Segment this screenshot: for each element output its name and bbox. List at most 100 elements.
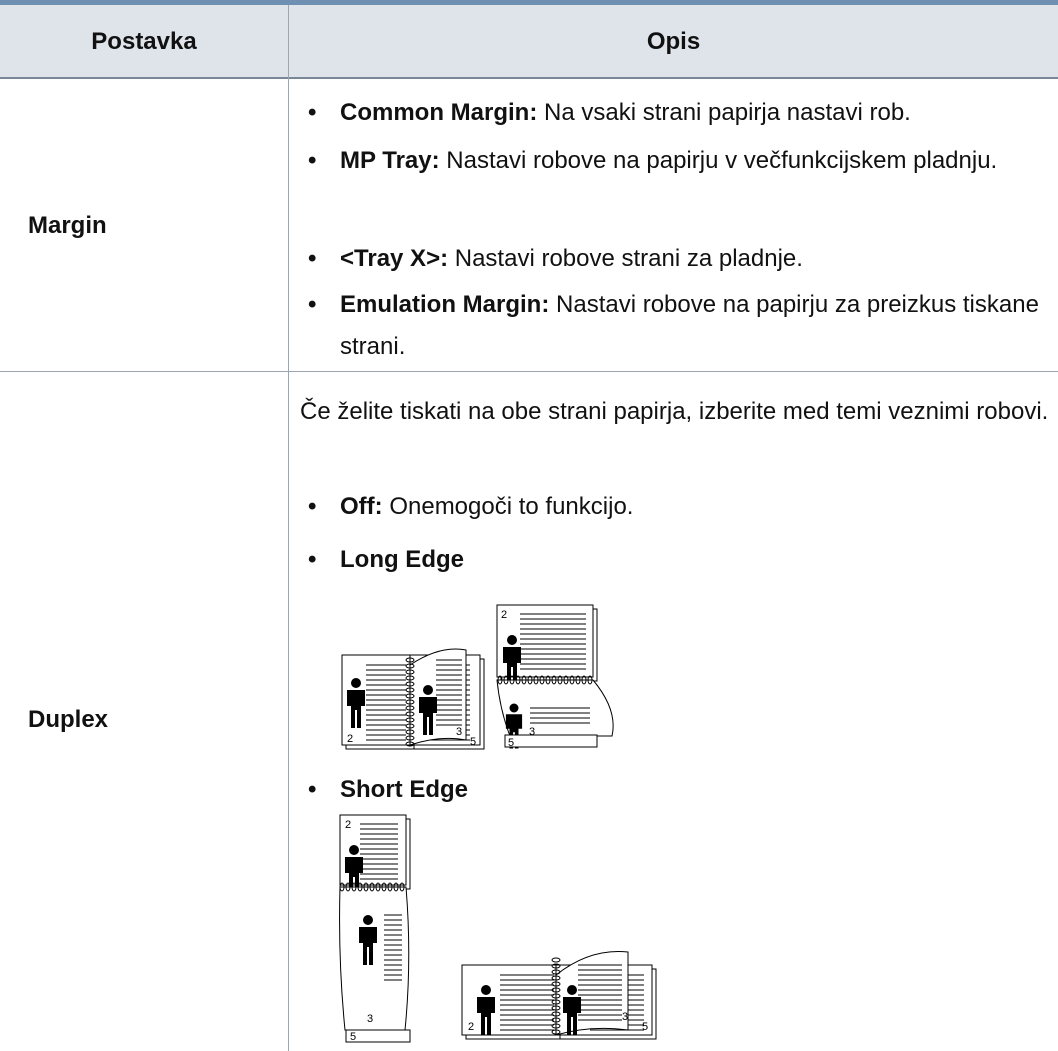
page-number: 2 (468, 1021, 474, 1033)
binding-coil (405, 669, 415, 675)
figure-body (563, 997, 581, 1035)
binding-coil (551, 1011, 561, 1017)
binding-coil (551, 1005, 561, 1011)
bullet: • (308, 245, 317, 272)
item-term: Off: (340, 493, 383, 520)
binding-coil (393, 882, 399, 892)
item-text: Nastavi robove na papirju za preizkus ti… (340, 291, 1039, 360)
figure-head (507, 635, 517, 645)
binding-coil (375, 882, 381, 892)
bullet: • (308, 546, 317, 573)
binding-coil (587, 675, 593, 685)
binding-coil (381, 882, 387, 892)
header-rule (0, 77, 1058, 79)
figure-head (481, 985, 491, 995)
page-number: 5 (642, 1021, 648, 1033)
bullet-item: Long Edge (340, 539, 1052, 581)
binding-coil (557, 675, 563, 685)
page-number: 3 (367, 1013, 373, 1025)
page-number: 5 (508, 737, 514, 749)
page-number: 5 (470, 736, 476, 748)
binding-coil (405, 681, 415, 687)
page-number: 3 (529, 726, 535, 738)
page-number: 2 (347, 733, 353, 745)
page-sheet (345, 1029, 411, 1043)
binding-coil (551, 1017, 561, 1023)
intro-text: Če želite tiskati na obe strani papirja,… (300, 398, 1049, 425)
header-bg (0, 5, 1058, 77)
item-text: Na vsaki strani papirja nastavi rob. (544, 99, 911, 126)
bullet: • (308, 291, 317, 318)
item-text: Onemogoči to funkcijo. (389, 493, 634, 520)
item-term: Emulation Margin: (340, 291, 550, 318)
binding-coil (345, 882, 351, 892)
page-sheet (504, 734, 598, 748)
binding-coil (351, 882, 357, 892)
item-term: <Tray X>: (340, 245, 449, 272)
item-term: MP Tray: (340, 147, 440, 174)
binding-coil (545, 675, 551, 685)
figure-head (351, 678, 361, 688)
binding-coil (405, 657, 415, 663)
bullet-item: <Tray X>: Nastavi robove strani za pladn… (340, 238, 1052, 280)
setting-name: Duplex (28, 706, 109, 733)
binding-coil (405, 699, 415, 705)
binding-coil (551, 975, 561, 981)
flip-page (339, 886, 410, 1031)
figure-head (509, 703, 519, 713)
binding-coil (509, 675, 515, 685)
figure-body (419, 697, 437, 735)
binding-coil (363, 882, 369, 892)
binding-coil (551, 999, 561, 1005)
bullet-item: Common Margin: Na vsaki strani papirja n… (340, 92, 1052, 134)
figure-body (477, 997, 495, 1035)
binding-coil (405, 711, 415, 717)
item-term: Common Margin: (340, 99, 538, 126)
binding-coil (387, 882, 393, 892)
page-number: 2 (501, 609, 507, 621)
figure-body (347, 690, 365, 728)
figure-head (363, 915, 373, 925)
column-rule (288, 5, 289, 1051)
binding-coil (551, 981, 561, 987)
bullet: • (308, 776, 317, 803)
binding-coil (399, 882, 405, 892)
binding-coil (575, 675, 581, 685)
figure-head (349, 845, 359, 855)
binding-coil (497, 675, 503, 685)
binding-coil (539, 675, 545, 685)
binding-coil (569, 675, 575, 685)
bullet: • (308, 147, 317, 174)
page-number: 5 (350, 1031, 356, 1043)
setting-name: Margin (28, 212, 107, 239)
binding-coil (405, 741, 415, 747)
item-term: Short Edge (340, 776, 469, 803)
bullet-item: Emulation Margin: Nastavi robove na papi… (340, 284, 1052, 368)
figure-head (423, 685, 433, 695)
bullet-item: Short Edge (340, 769, 1052, 811)
bullet: • (308, 493, 317, 520)
binding-coil (551, 969, 561, 975)
binding-coil (405, 729, 415, 735)
top-rule (0, 0, 1058, 5)
binding-coil (581, 675, 587, 685)
header-cell: Postavka (91, 28, 197, 55)
binding-coil (503, 675, 509, 685)
binding-coil (339, 882, 345, 892)
row-rule (0, 371, 1058, 372)
binding-coil (521, 675, 527, 685)
page-number: 3 (456, 726, 462, 738)
binding-coil (405, 723, 415, 729)
header-cell: Opis (646, 28, 701, 55)
page-number: 3 (622, 1011, 628, 1023)
binding-coil (405, 663, 415, 669)
binding-coil (551, 675, 557, 685)
binding-coil (563, 675, 569, 685)
binding-coil (357, 882, 363, 892)
binding-coil (405, 675, 415, 681)
binding-coil (533, 675, 539, 685)
bullet-item: MP Tray: Nastavi robove na papirju v več… (340, 140, 1052, 182)
binding-coil (515, 675, 521, 685)
